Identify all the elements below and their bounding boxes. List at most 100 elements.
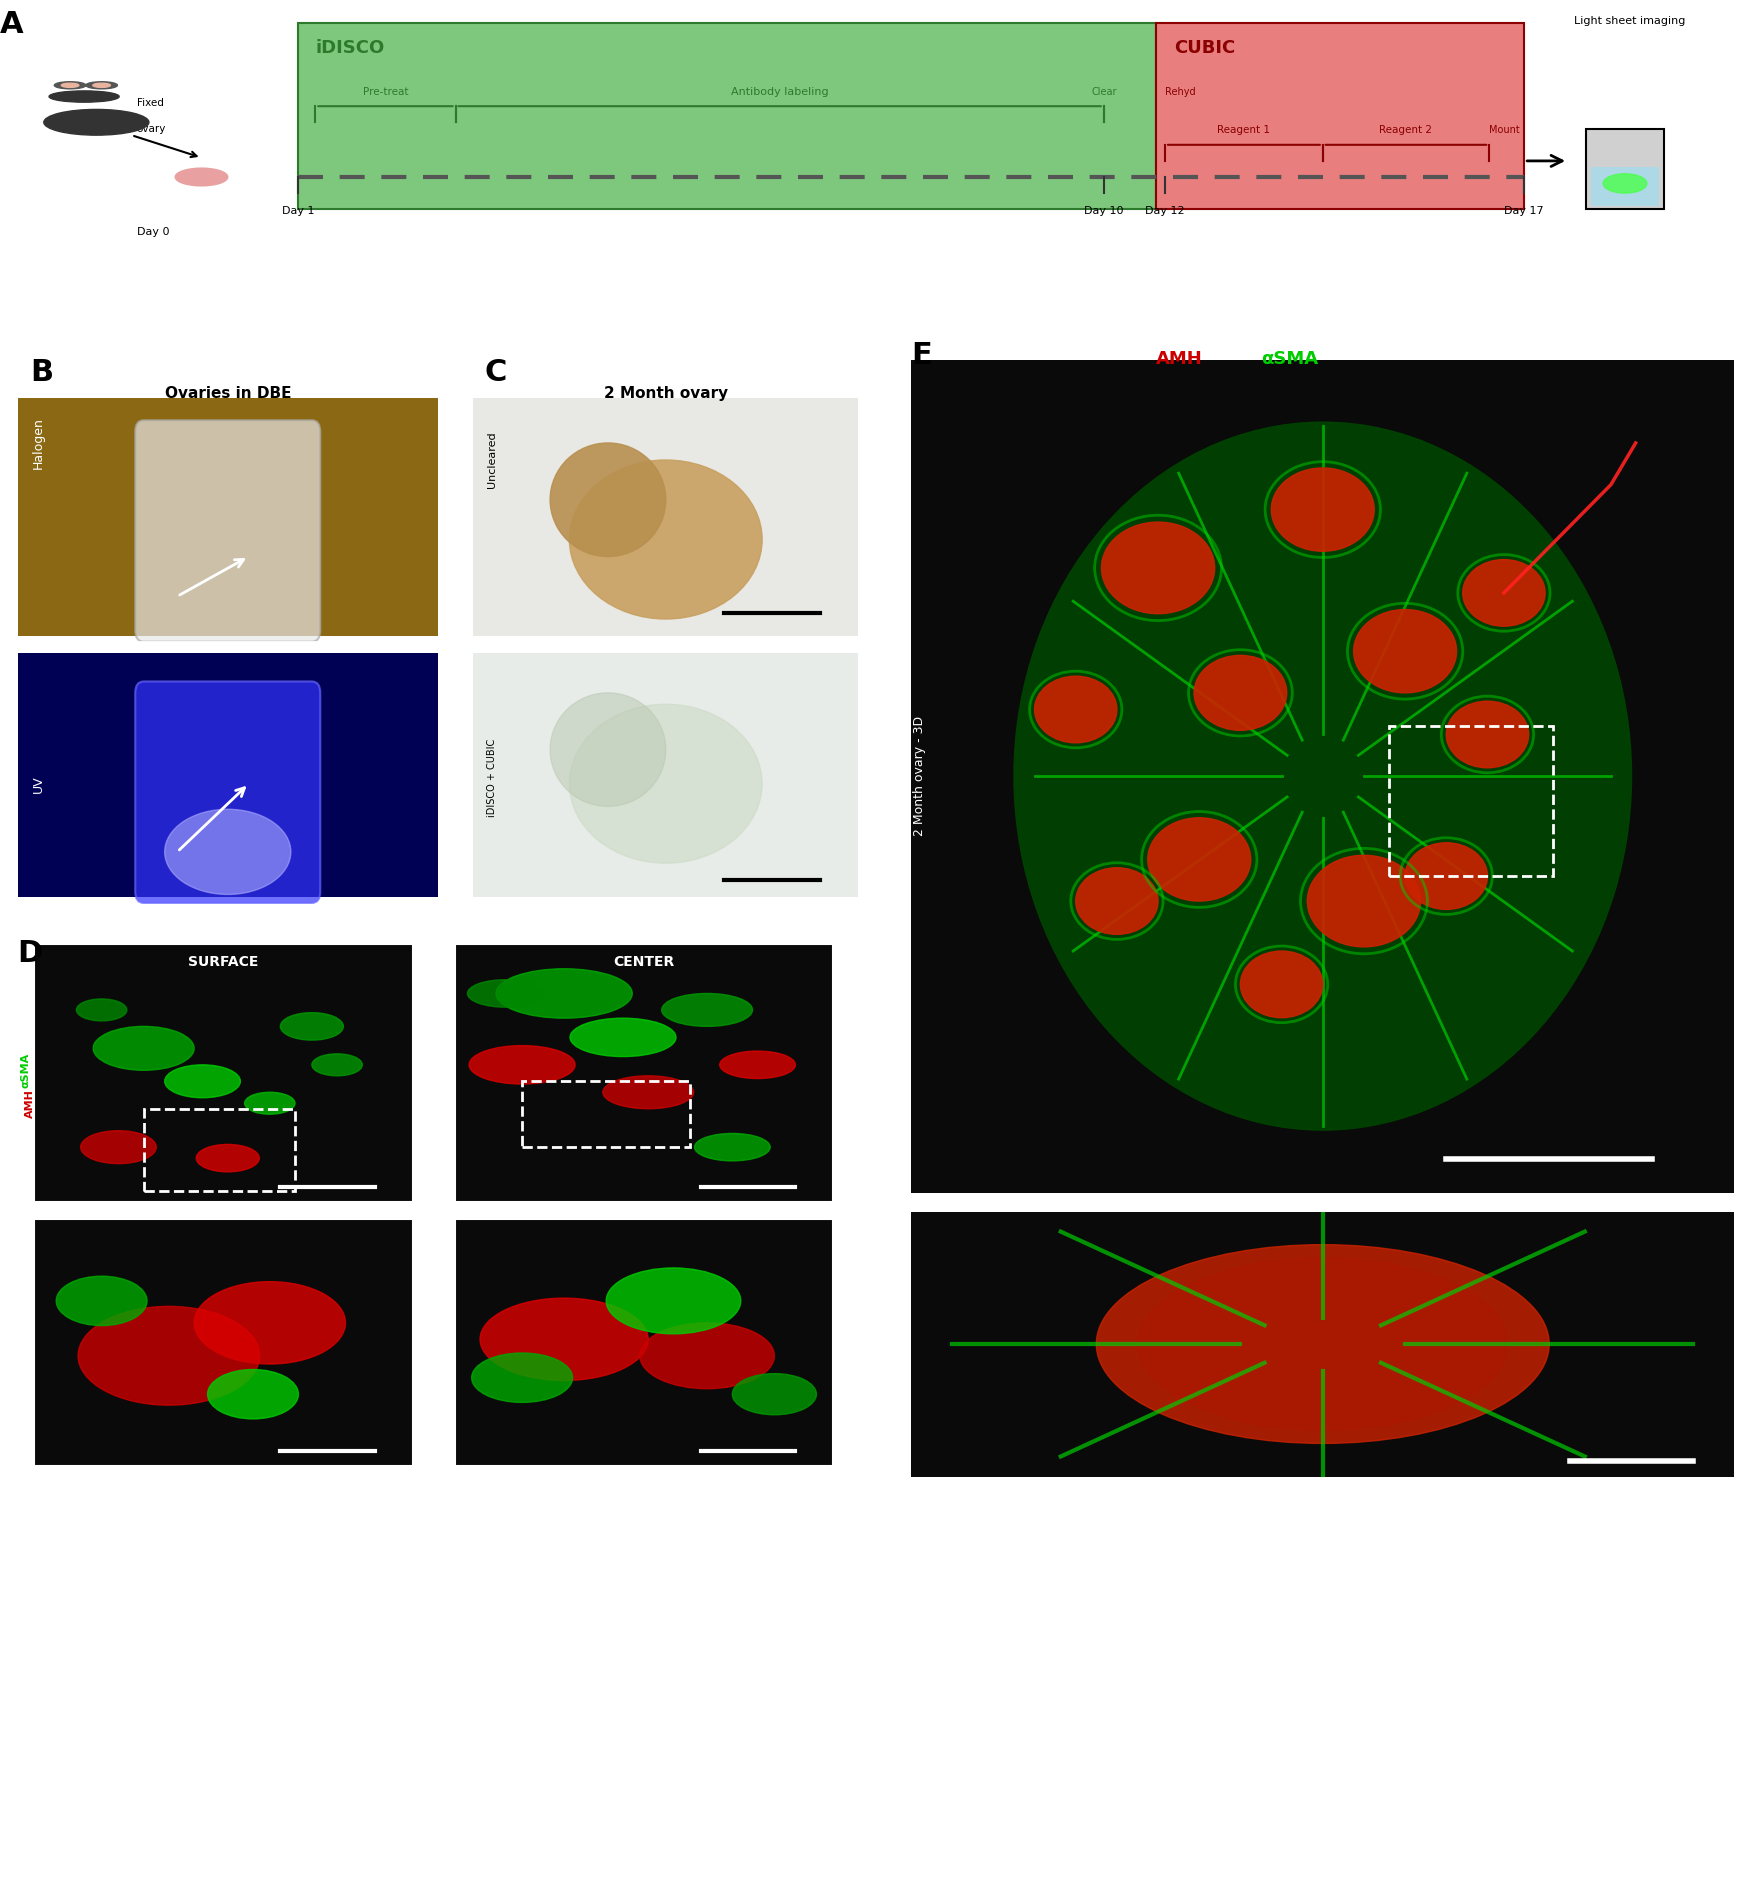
Ellipse shape bbox=[93, 1026, 194, 1070]
Ellipse shape bbox=[639, 1323, 774, 1389]
FancyBboxPatch shape bbox=[1591, 167, 1659, 206]
FancyBboxPatch shape bbox=[18, 398, 438, 636]
Text: 2 Month ovary - 3D: 2 Month ovary - 3D bbox=[913, 716, 925, 837]
Text: Ovaries in DBE: Ovaries in DBE bbox=[165, 386, 291, 401]
Ellipse shape bbox=[471, 1353, 573, 1403]
Ellipse shape bbox=[194, 1282, 345, 1365]
Ellipse shape bbox=[175, 168, 228, 186]
Ellipse shape bbox=[1195, 655, 1286, 731]
Text: SURFACE: SURFACE bbox=[189, 956, 259, 969]
Ellipse shape bbox=[81, 1130, 156, 1164]
FancyBboxPatch shape bbox=[473, 653, 858, 897]
Ellipse shape bbox=[1445, 700, 1528, 769]
FancyBboxPatch shape bbox=[135, 681, 321, 903]
Text: iDISCO + CUBIC: iDISCO + CUBIC bbox=[487, 738, 498, 818]
Ellipse shape bbox=[1102, 522, 1214, 613]
Text: Reagent 2: Reagent 2 bbox=[1379, 125, 1433, 134]
Ellipse shape bbox=[732, 1374, 816, 1414]
Ellipse shape bbox=[1097, 1246, 1549, 1442]
Text: 2 Month ovary: 2 Month ovary bbox=[604, 386, 727, 401]
Text: AMH: AMH bbox=[25, 1088, 35, 1117]
Ellipse shape bbox=[280, 1013, 343, 1039]
Ellipse shape bbox=[44, 110, 149, 134]
FancyBboxPatch shape bbox=[135, 420, 321, 642]
Ellipse shape bbox=[496, 969, 632, 1018]
Text: Day 17: Day 17 bbox=[1505, 206, 1544, 216]
Text: A: A bbox=[0, 9, 23, 38]
FancyBboxPatch shape bbox=[1156, 23, 1524, 208]
Ellipse shape bbox=[1463, 560, 1545, 627]
Text: Fixed: Fixed bbox=[137, 98, 163, 108]
Text: C: C bbox=[485, 358, 506, 386]
FancyBboxPatch shape bbox=[298, 23, 1156, 208]
Ellipse shape bbox=[49, 91, 119, 102]
Ellipse shape bbox=[1076, 867, 1158, 935]
FancyBboxPatch shape bbox=[456, 945, 834, 1202]
Ellipse shape bbox=[165, 810, 291, 893]
Text: αSMA: αSMA bbox=[21, 1053, 32, 1088]
Ellipse shape bbox=[1272, 468, 1374, 551]
Text: Day 10: Day 10 bbox=[1084, 206, 1123, 216]
Ellipse shape bbox=[86, 81, 117, 89]
Text: AMH: AMH bbox=[1156, 350, 1204, 369]
Text: Light sheet imaging: Light sheet imaging bbox=[1573, 15, 1685, 27]
Text: Pre-treat: Pre-treat bbox=[363, 87, 408, 97]
Ellipse shape bbox=[77, 1000, 126, 1020]
Text: Day 0: Day 0 bbox=[137, 227, 170, 237]
Ellipse shape bbox=[1148, 818, 1251, 901]
Ellipse shape bbox=[61, 83, 79, 87]
Ellipse shape bbox=[606, 1268, 741, 1335]
Ellipse shape bbox=[207, 1369, 298, 1420]
Ellipse shape bbox=[196, 1145, 259, 1172]
Ellipse shape bbox=[1034, 676, 1118, 742]
Ellipse shape bbox=[662, 994, 753, 1026]
Text: UV: UV bbox=[32, 774, 46, 793]
Ellipse shape bbox=[1405, 842, 1487, 909]
Text: iDISCO: iDISCO bbox=[315, 38, 385, 57]
FancyBboxPatch shape bbox=[1586, 129, 1664, 208]
Ellipse shape bbox=[720, 1051, 795, 1079]
Ellipse shape bbox=[1014, 422, 1631, 1130]
Text: CUBIC: CUBIC bbox=[1174, 38, 1235, 57]
Text: Rehyd: Rehyd bbox=[1165, 87, 1195, 97]
Ellipse shape bbox=[569, 1018, 676, 1056]
Ellipse shape bbox=[312, 1054, 363, 1075]
Ellipse shape bbox=[1137, 1257, 1508, 1431]
Text: CENTER: CENTER bbox=[613, 956, 675, 969]
Text: Antibody labeling: Antibody labeling bbox=[731, 87, 829, 97]
Ellipse shape bbox=[569, 460, 762, 619]
Text: B: B bbox=[30, 358, 53, 386]
Ellipse shape bbox=[550, 693, 666, 806]
Ellipse shape bbox=[79, 1306, 259, 1405]
FancyBboxPatch shape bbox=[456, 1219, 834, 1465]
Ellipse shape bbox=[480, 1299, 648, 1380]
Ellipse shape bbox=[93, 83, 110, 87]
Text: Day 1: Day 1 bbox=[282, 206, 314, 216]
Ellipse shape bbox=[245, 1092, 294, 1115]
Text: Halogen: Halogen bbox=[32, 416, 46, 469]
Text: Uncleared: Uncleared bbox=[487, 432, 498, 488]
Text: Day 12: Day 12 bbox=[1146, 206, 1184, 216]
Ellipse shape bbox=[603, 1075, 694, 1109]
Text: Reagent 1: Reagent 1 bbox=[1218, 125, 1270, 134]
Text: Clear: Clear bbox=[1091, 87, 1116, 97]
Ellipse shape bbox=[165, 1064, 240, 1098]
FancyBboxPatch shape bbox=[18, 653, 438, 897]
Ellipse shape bbox=[1240, 950, 1323, 1018]
FancyBboxPatch shape bbox=[473, 398, 858, 636]
Text: ovary: ovary bbox=[137, 123, 166, 134]
Text: Mount: Mount bbox=[1489, 125, 1521, 134]
Ellipse shape bbox=[1354, 610, 1456, 693]
Ellipse shape bbox=[694, 1134, 771, 1160]
Text: E: E bbox=[911, 341, 932, 369]
Ellipse shape bbox=[569, 704, 762, 863]
FancyBboxPatch shape bbox=[35, 1219, 413, 1465]
Ellipse shape bbox=[468, 981, 543, 1007]
Ellipse shape bbox=[1307, 856, 1421, 946]
Ellipse shape bbox=[56, 1276, 147, 1325]
Ellipse shape bbox=[54, 81, 86, 89]
Text: D: D bbox=[18, 939, 42, 967]
Ellipse shape bbox=[550, 443, 666, 557]
FancyBboxPatch shape bbox=[35, 945, 413, 1202]
Ellipse shape bbox=[1603, 174, 1647, 193]
